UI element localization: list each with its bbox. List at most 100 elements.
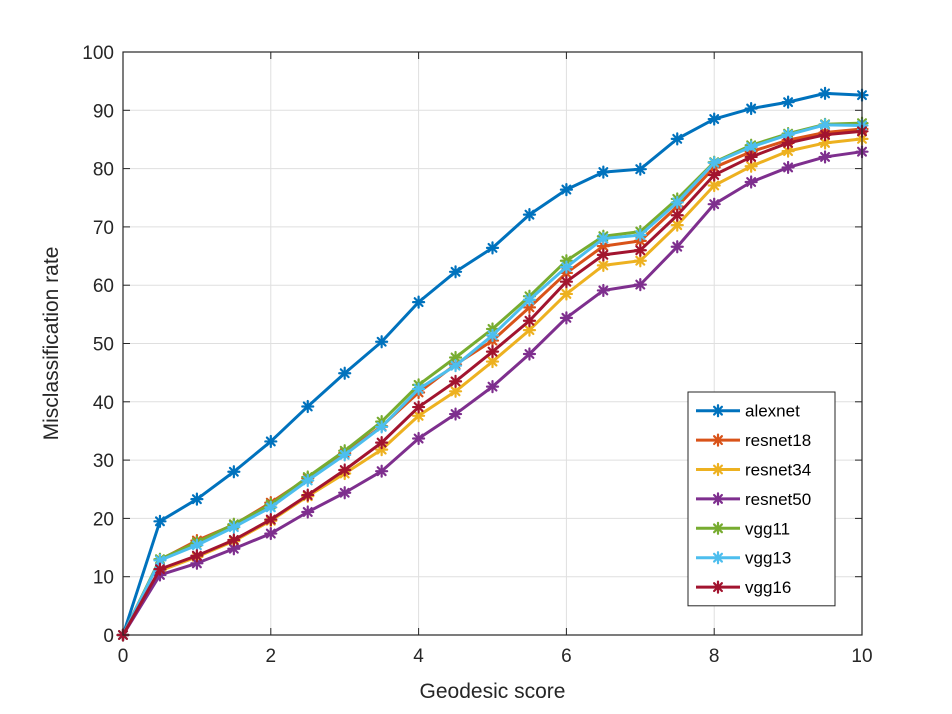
x-tick-label: 4 bbox=[413, 646, 424, 667]
legend-marker bbox=[711, 492, 725, 506]
data-point-alexnet bbox=[633, 162, 647, 176]
data-point-resnet50 bbox=[744, 175, 758, 189]
data-point-vgg16 bbox=[190, 549, 204, 563]
y-tick-label: 40 bbox=[93, 393, 114, 414]
data-point-resnet50 bbox=[190, 556, 204, 570]
legend-item-resnet18: resnet18 bbox=[696, 431, 811, 450]
data-point-vgg16 bbox=[264, 512, 278, 527]
legend-marker bbox=[711, 404, 725, 418]
data-point-vgg16 bbox=[707, 168, 721, 182]
legend-label: vgg13 bbox=[745, 549, 791, 568]
data-point-resnet50 bbox=[818, 150, 832, 164]
data-point-resnet50 bbox=[633, 278, 647, 292]
data-point-alexnet bbox=[448, 265, 463, 279]
data-point-vgg16 bbox=[375, 436, 389, 450]
data-point-alexnet bbox=[264, 434, 278, 449]
y-tick-label: 30 bbox=[93, 451, 114, 472]
legend-marker bbox=[711, 580, 725, 594]
y-tick-label: 10 bbox=[93, 568, 114, 589]
data-point-alexnet bbox=[781, 95, 795, 109]
data-point-alexnet bbox=[338, 366, 352, 380]
data-point-resnet34 bbox=[707, 178, 721, 193]
data-point-resnet50 bbox=[559, 311, 574, 325]
data-point-alexnet bbox=[744, 101, 758, 116]
data-point-vgg16 bbox=[596, 248, 610, 262]
legend-label: resnet34 bbox=[745, 461, 811, 480]
data-point-vgg13 bbox=[190, 538, 204, 552]
data-point-vgg11 bbox=[448, 350, 463, 365]
data-point-resnet34 bbox=[559, 287, 574, 301]
data-point-vgg16 bbox=[522, 314, 537, 328]
data-point-resnet50 bbox=[375, 464, 389, 478]
data-point-alexnet bbox=[707, 112, 721, 126]
legend-item-vgg16: vgg16 bbox=[696, 578, 791, 597]
legend-label: vgg16 bbox=[745, 578, 791, 597]
legend-marker bbox=[711, 462, 725, 477]
data-point-vgg13 bbox=[670, 195, 684, 210]
data-point-alexnet bbox=[412, 295, 426, 309]
data-point-resnet50 bbox=[596, 283, 610, 298]
data-point-vgg16 bbox=[818, 128, 832, 142]
y-tick-label: 20 bbox=[93, 509, 114, 530]
data-point-alexnet bbox=[153, 514, 167, 528]
data-point-vgg16 bbox=[153, 562, 167, 576]
data-point-vgg16 bbox=[559, 275, 574, 289]
legend-item-vgg11: vgg11 bbox=[696, 519, 790, 538]
data-point-vgg13 bbox=[153, 553, 167, 567]
y-tick-label: 50 bbox=[93, 335, 114, 356]
data-point-alexnet bbox=[818, 86, 832, 100]
data-point-alexnet bbox=[522, 208, 537, 222]
data-point-alexnet bbox=[670, 132, 684, 146]
data-point-vgg13 bbox=[485, 328, 500, 342]
data-point-vgg16 bbox=[633, 243, 647, 257]
data-point-vgg13 bbox=[522, 293, 537, 307]
data-point-alexnet bbox=[190, 492, 204, 506]
y-tick-label: 60 bbox=[93, 276, 114, 297]
series-vgg16 bbox=[116, 124, 869, 642]
series-alexnet bbox=[116, 86, 869, 642]
data-point-vgg13 bbox=[448, 359, 463, 373]
data-point-vgg16 bbox=[338, 463, 352, 477]
y-axis-label: Misclassification rate bbox=[40, 247, 63, 441]
legend-marker bbox=[711, 551, 725, 565]
legend-item-alexnet: alexnet bbox=[696, 402, 800, 421]
data-point-vgg16 bbox=[744, 150, 758, 164]
legend-item-vgg13: vgg13 bbox=[696, 549, 791, 568]
data-point-vgg13 bbox=[301, 473, 315, 488]
data-point-vgg13 bbox=[596, 231, 610, 246]
series-vgg13 bbox=[116, 118, 869, 642]
legend-label: alexnet bbox=[745, 402, 800, 421]
data-point-alexnet bbox=[596, 165, 610, 179]
x-tick-label: 8 bbox=[709, 646, 720, 667]
data-point-vgg13 bbox=[559, 260, 574, 274]
data-point-vgg16 bbox=[781, 136, 795, 150]
legend-label: resnet50 bbox=[745, 490, 811, 509]
data-point-resnet50 bbox=[301, 505, 315, 519]
data-point-vgg16 bbox=[412, 400, 426, 414]
legend-label: resnet18 bbox=[745, 431, 811, 450]
data-point-vgg16 bbox=[670, 208, 684, 222]
data-point-vgg13 bbox=[264, 500, 278, 514]
data-point-resnet34 bbox=[412, 409, 426, 423]
y-tick-label: 80 bbox=[93, 160, 114, 181]
data-point-vgg16 bbox=[485, 345, 500, 359]
x-tick-label: 2 bbox=[266, 646, 277, 667]
data-point-alexnet bbox=[301, 399, 315, 414]
legend-marker bbox=[711, 521, 725, 535]
data-point-vgg16 bbox=[227, 533, 241, 547]
data-point-resnet34 bbox=[596, 258, 610, 272]
data-point-vgg13 bbox=[227, 520, 241, 534]
y-tick-label: 90 bbox=[93, 101, 114, 122]
x-tick-label: 10 bbox=[851, 646, 872, 667]
legend: alexnet resnet18 resnet34 resnet50 vgg11 vgg1… bbox=[687, 391, 836, 607]
legend-item-resnet34: resnet34 bbox=[696, 461, 811, 480]
x-tick-labels: 0 2 4 6 8 10 bbox=[118, 646, 873, 667]
data-point-alexnet bbox=[375, 335, 389, 349]
data-point-resnet50 bbox=[412, 431, 426, 446]
legend-marker bbox=[711, 433, 725, 447]
data-point-resnet50 bbox=[338, 486, 352, 500]
data-point-vgg16 bbox=[301, 488, 315, 502]
data-point-alexnet bbox=[485, 241, 500, 255]
series-layer bbox=[116, 86, 869, 642]
